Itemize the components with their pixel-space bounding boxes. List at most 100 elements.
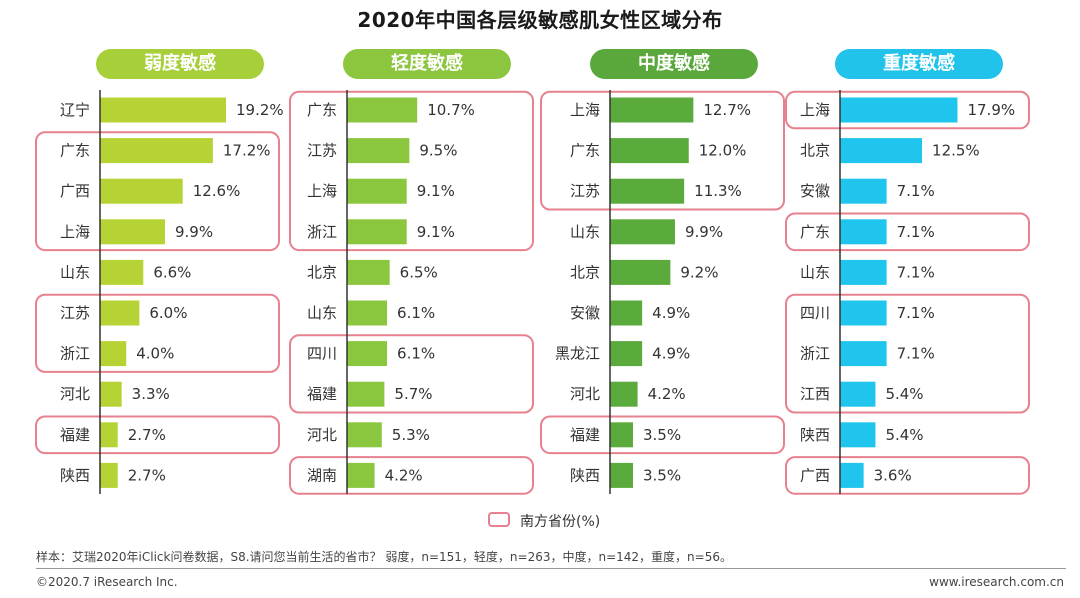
value-label-2-1: 10.7% bbox=[427, 101, 475, 119]
footer-divider bbox=[36, 568, 1066, 569]
southern-highlight-1-2 bbox=[35, 293, 280, 373]
category-label-3-10: 陕西 bbox=[570, 466, 600, 484]
panel-header-2: 轻度敏感 bbox=[343, 49, 511, 79]
category-label-1-10: 陕西 bbox=[60, 466, 90, 484]
category-label-2-8: 福建 bbox=[307, 385, 337, 403]
value-label-2-10: 4.2% bbox=[385, 466, 423, 484]
value-label-2-7: 6.1% bbox=[397, 345, 435, 363]
value-label-4-5: 7.1% bbox=[897, 263, 935, 281]
panel-header-4: 重度敏感 bbox=[835, 49, 1003, 79]
value-label-1-10: 2.7% bbox=[128, 466, 166, 484]
value-label-1-9: 2.7% bbox=[128, 426, 166, 444]
value-label-1-7: 4.0% bbox=[136, 345, 174, 363]
category-label-2-6: 山东 bbox=[307, 304, 337, 322]
value-label-3-3: 11.3% bbox=[694, 182, 742, 200]
bar-3-2 bbox=[610, 138, 689, 164]
value-label-1-6: 6.0% bbox=[149, 304, 187, 322]
value-label-4-3: 7.1% bbox=[897, 182, 935, 200]
category-label-1-4: 上海 bbox=[60, 223, 90, 241]
category-label-2-5: 北京 bbox=[307, 263, 337, 281]
value-label-3-5: 9.2% bbox=[680, 263, 718, 281]
value-label-3-10: 3.5% bbox=[643, 466, 681, 484]
bar-2-2 bbox=[347, 138, 410, 164]
bar-1-4 bbox=[100, 219, 165, 245]
southern-highlight-4-2 bbox=[785, 212, 1030, 252]
bar-3-4 bbox=[610, 219, 675, 245]
value-label-3-7: 4.9% bbox=[652, 345, 690, 363]
category-label-1-5: 山东 bbox=[60, 263, 90, 281]
value-label-4-1: 17.9% bbox=[967, 101, 1015, 119]
bar-1-10 bbox=[100, 462, 118, 488]
chart-title: 2020年中国各层级敏感肌女性区域分布 bbox=[357, 8, 723, 32]
bar-1-7 bbox=[100, 341, 127, 367]
bar-2-3 bbox=[347, 178, 407, 204]
category-label-1-3: 广西 bbox=[60, 182, 90, 200]
category-label-1-9: 福建 bbox=[60, 426, 90, 444]
value-label-4-2: 12.5% bbox=[932, 142, 980, 160]
value-label-4-7: 7.1% bbox=[897, 345, 935, 363]
southern-highlight-4-3 bbox=[785, 293, 1030, 414]
footnote: 样本：艾瑞2020年iClick问卷数据，S8.请问您当前生活的省市？ 弱度，n… bbox=[36, 550, 732, 564]
bar-2-9 bbox=[347, 422, 382, 448]
category-label-2-4: 浙江 bbox=[307, 223, 337, 241]
value-label-1-8: 3.3% bbox=[132, 385, 170, 403]
category-label-3-9: 福建 bbox=[570, 426, 600, 444]
category-label-1-7: 浙江 bbox=[60, 345, 90, 363]
category-label-4-3: 安徽 bbox=[800, 182, 830, 200]
category-label-4-7: 浙江 bbox=[800, 345, 830, 363]
category-label-1-6: 江苏 bbox=[60, 304, 90, 322]
category-label-4-8: 江西 bbox=[800, 385, 830, 403]
legend-southern-swatch bbox=[488, 512, 510, 527]
value-label-2-2: 9.5% bbox=[419, 142, 457, 160]
bar-2-4 bbox=[347, 219, 407, 245]
bar-4-7 bbox=[840, 341, 887, 367]
bar-1-2 bbox=[100, 138, 213, 164]
bar-3-6 bbox=[610, 300, 643, 326]
value-label-1-5: 6.6% bbox=[153, 263, 191, 281]
category-label-2-7: 四川 bbox=[307, 345, 337, 363]
value-label-2-6: 6.1% bbox=[397, 304, 435, 322]
value-label-4-6: 7.1% bbox=[897, 304, 935, 322]
bar-4-6 bbox=[840, 300, 887, 326]
bar-4-8 bbox=[840, 381, 876, 407]
category-label-4-5: 山东 bbox=[800, 263, 830, 281]
category-label-1-8: 河北 bbox=[60, 385, 90, 403]
southern-highlight-1-3 bbox=[35, 415, 280, 455]
value-label-3-2: 12.0% bbox=[699, 142, 747, 160]
panel-header-1: 弱度敏感 bbox=[96, 49, 264, 79]
bar-2-7 bbox=[347, 341, 388, 367]
value-label-4-4: 7.1% bbox=[897, 223, 935, 241]
bar-3-9 bbox=[610, 422, 633, 448]
bar-4-1 bbox=[840, 97, 958, 123]
category-label-1-1: 辽宁 bbox=[60, 101, 90, 119]
southern-highlight-3-2 bbox=[540, 415, 785, 455]
category-label-4-4: 广东 bbox=[800, 223, 830, 241]
bar-1-8 bbox=[100, 381, 122, 407]
value-label-1-2: 17.2% bbox=[223, 142, 271, 160]
category-label-2-9: 河北 bbox=[307, 426, 337, 444]
category-label-3-5: 北京 bbox=[570, 263, 600, 281]
southern-highlight-4-1 bbox=[785, 90, 1030, 130]
bar-4-10 bbox=[840, 462, 864, 488]
bar-4-2 bbox=[840, 138, 923, 164]
value-label-3-8: 4.2% bbox=[648, 385, 686, 403]
bar-3-7 bbox=[610, 341, 643, 367]
category-label-3-1: 上海 bbox=[570, 101, 600, 119]
category-label-3-8: 河北 bbox=[570, 385, 600, 403]
value-label-1-4: 9.9% bbox=[175, 223, 213, 241]
category-label-4-2: 北京 bbox=[800, 142, 830, 160]
bar-4-4 bbox=[840, 219, 887, 245]
legend-label: 南方省份(%) bbox=[520, 514, 601, 530]
category-label-4-1: 上海 bbox=[800, 101, 830, 119]
southern-highlight-1-1 bbox=[35, 131, 280, 252]
bar-2-1 bbox=[347, 97, 418, 123]
bar-1-6 bbox=[100, 300, 140, 326]
value-label-1-1: 19.2% bbox=[236, 101, 284, 119]
bar-3-8 bbox=[610, 381, 638, 407]
value-label-3-4: 9.9% bbox=[685, 223, 723, 241]
bar-3-3 bbox=[610, 178, 685, 204]
southern-highlight-2-3 bbox=[289, 456, 534, 495]
value-label-2-5: 6.5% bbox=[400, 263, 438, 281]
category-label-3-2: 广东 bbox=[570, 142, 600, 160]
bar-4-5 bbox=[840, 259, 887, 285]
